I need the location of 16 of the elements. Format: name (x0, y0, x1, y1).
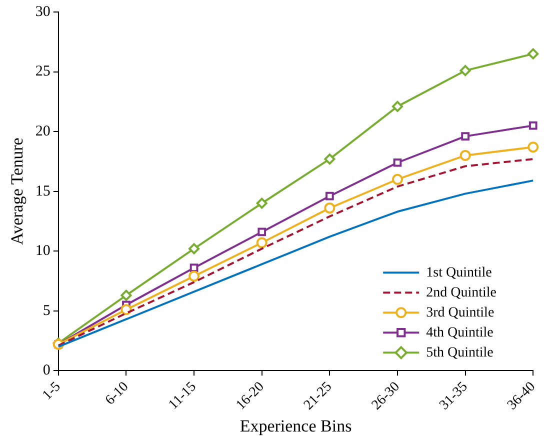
legend-label: 5th Quintile (426, 345, 494, 360)
y-tick-label: 0 (42, 362, 50, 379)
legend-label: 2nd Quintile (426, 285, 497, 300)
y-axis-title: Average Tenure (8, 138, 27, 245)
legend-label: 1st Quintile (426, 265, 492, 280)
y-tick-label: 20 (35, 123, 50, 140)
legend-label: 4th Quintile (426, 325, 494, 340)
x-axis-title: Experience Bins (240, 416, 352, 436)
legend-label: 3rd Quintile (426, 305, 494, 320)
x-tick-label: 6-10 (102, 379, 132, 408)
y-tick-label: 5 (42, 302, 50, 319)
x-tick-label: 1-5 (40, 379, 64, 404)
y-tick-label: 30 (35, 4, 50, 20)
y-tick-label: 15 (35, 183, 50, 200)
y-tick-label: 10 (35, 243, 50, 260)
y-tick-label: 25 (35, 64, 50, 80)
